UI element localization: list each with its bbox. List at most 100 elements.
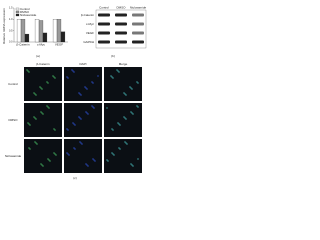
band [132,22,144,26]
cell [94,160,96,162]
cell [54,77,56,79]
cell [107,160,109,162]
bar [38,20,44,43]
cell [126,143,128,145]
cell [55,154,57,156]
band [132,40,144,44]
cell [132,165,134,167]
blot-column-label: Control [99,5,109,9]
cell [41,88,43,90]
cell [137,106,139,108]
cell [137,82,139,84]
legend-swatch [15,10,20,14]
cell [132,113,134,115]
cell [81,143,83,145]
legend-label: Control [20,7,30,11]
cell [42,165,44,167]
micrograph [24,103,62,137]
micrograph [24,67,62,101]
figure: (a) (b) (c) Relative mRNA expression 0.0… [2,5,147,180]
cell [36,143,38,145]
cell [74,148,76,150]
band [98,13,110,17]
blot-column-label: Niclosamide [130,5,147,9]
cell [112,129,114,131]
panel-label: (c) [73,176,77,180]
cell [29,124,31,126]
cell [42,113,44,115]
x-tick-label: VEGF [55,42,63,46]
micrograph [24,139,62,173]
bar [42,32,48,43]
cell [67,77,69,79]
y-tick-label: 0.0 [9,41,13,44]
y-tick-label: 1.5 [9,7,13,10]
cell [35,94,37,96]
cell [92,82,94,84]
micrograph [104,103,142,137]
image-row-label: Niclosamide [5,154,22,158]
x-tick-label: β-Catenin [16,42,29,46]
cell [137,158,139,160]
blot-row-label: VEGF [86,31,94,35]
cell [54,129,56,131]
cell [29,148,31,150]
y-tick-label: 1.0 [9,18,13,21]
bar [24,33,30,43]
blot-row-label: GAPDH [83,40,94,44]
cell [68,154,70,156]
micrograph [64,103,102,137]
band [115,13,127,17]
panel-label: (a) [36,54,40,58]
cell [125,118,127,120]
band [98,22,110,26]
blot-column-label: DMSO [117,5,127,9]
bar [34,19,40,43]
cell [28,71,30,73]
cell [112,77,114,79]
band [115,22,127,26]
band [132,31,144,35]
band [115,40,127,44]
cell [35,118,37,120]
cell [97,75,99,77]
legend-label: Niclosamide [20,13,37,17]
cell [93,107,95,109]
micrograph [64,139,102,173]
bar [16,19,22,43]
band [132,13,144,17]
x-tick-label: c-Myc [37,42,45,46]
legend-label: DMSO [20,10,30,14]
legend-swatch [15,7,20,11]
micrograph [64,67,102,101]
cell [67,129,69,131]
blot-row-label: c-Myc [86,22,94,26]
cell [118,71,120,73]
cell [119,124,121,126]
blot-row-label: β-Catenin [81,13,94,17]
y-tick-label: 0.5 [9,29,13,32]
cell [47,82,49,84]
cell [106,107,108,109]
bar [60,31,66,43]
cell [49,160,51,162]
cell [87,113,89,115]
panel-label: (b) [111,54,115,58]
cell [131,88,133,90]
cell [48,107,50,109]
cell [80,118,82,120]
cell [86,88,88,90]
bar [56,19,62,43]
bar [20,19,26,43]
cell [113,154,115,156]
image-row-label: DMSO [9,118,19,122]
cell [74,124,76,126]
micrograph [104,139,142,173]
image-row-label: Control [8,82,18,86]
micrograph [104,67,142,101]
cell [80,94,82,96]
band [98,31,110,35]
band [115,31,127,35]
cell [87,165,89,167]
bar [52,19,58,43]
